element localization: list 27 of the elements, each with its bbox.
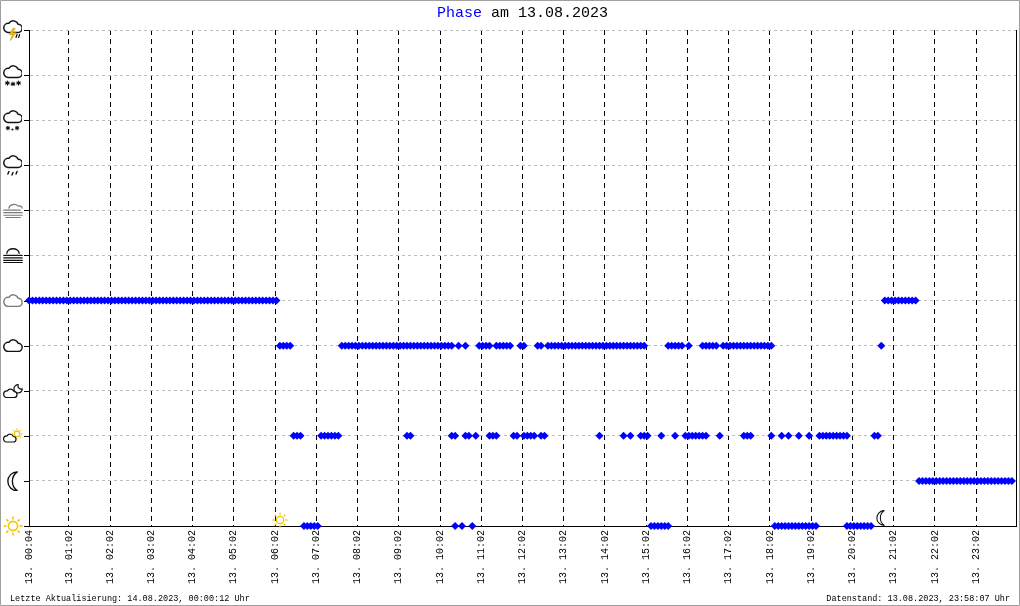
x-tick-label: 13. 17:02 xyxy=(723,530,735,585)
x-tick-label: 13. 23:02 xyxy=(970,530,982,585)
chart-title: Phase am 13.08.2023 xyxy=(435,5,609,23)
x-tick-label: 13. 06:02 xyxy=(269,530,281,585)
x-tick-label: 13. 04:02 xyxy=(187,530,199,585)
text: Datenstand: 13.08.2023, 23:58:07 Uhr xyxy=(826,594,1010,604)
x-tick-label: 13. 15:02 xyxy=(640,530,652,585)
x-tick-label: 13. 21:02 xyxy=(888,530,900,585)
x-tick-label: 13. 09:02 xyxy=(393,530,405,585)
x-tick-label: 13. 14:02 xyxy=(599,530,611,585)
x-tick-label: 13. 19:02 xyxy=(805,530,817,585)
x-tick-label: 13. 20:02 xyxy=(847,530,859,585)
x-tick-label: 13. 01:02 xyxy=(63,530,75,585)
x-tick-label: 13. 08:02 xyxy=(352,530,364,585)
x-tick-label: 13. 12:02 xyxy=(517,530,529,585)
x-tick-label: 13. 05:02 xyxy=(228,530,240,585)
x-tick-label: 13. 18:02 xyxy=(764,530,776,585)
text: Letzte Aktualisierung: 14.08.2023, 00:00:12 Uhr xyxy=(10,594,250,604)
x-tick-label: 13. 07:02 xyxy=(310,530,322,585)
x-tick-label: 13. 22:02 xyxy=(929,530,941,585)
x-tick-label: 13. 02:02 xyxy=(104,530,116,585)
x-tick-label: 13. 00:04 xyxy=(23,530,35,585)
x-tick-label: 13. 13:02 xyxy=(558,530,570,585)
x-tick-label: 13. 11:02 xyxy=(475,530,487,585)
x-tick-label: 13. 10:02 xyxy=(434,530,446,585)
x-tick-label: 13. 03:02 xyxy=(145,530,157,585)
x-tick-label: 13. 16:02 xyxy=(682,530,694,585)
